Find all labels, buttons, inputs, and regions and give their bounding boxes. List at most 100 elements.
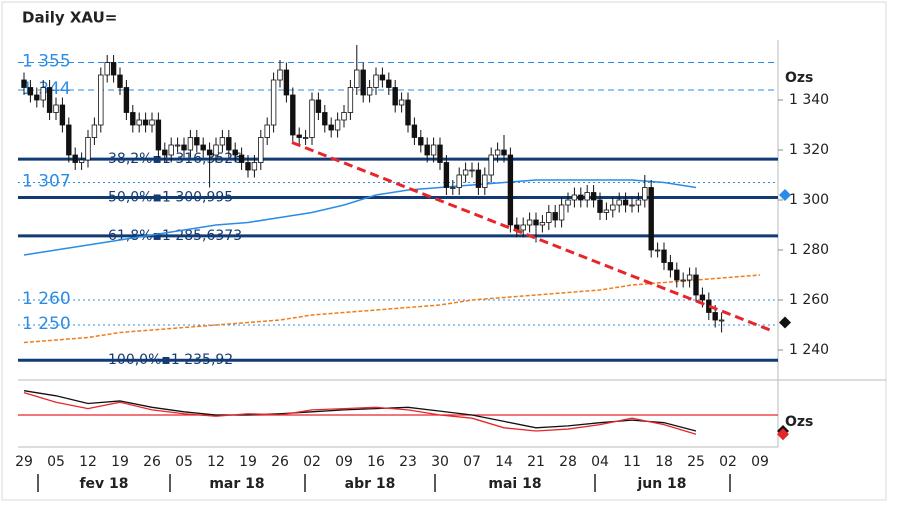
candle-body [130,112,136,126]
level-label: 38,2%▪1 316,3526 [108,151,242,167]
candle-body [469,169,475,172]
candle-body [648,187,654,251]
candle-body [610,204,616,211]
candle-body [584,192,590,201]
candle-body [494,149,501,156]
frame [1,1,887,501]
x-tick-label: 14 [495,454,513,470]
x-tick-label: 30 [431,454,449,470]
candle-body [162,149,168,156]
x-tick-label: 21 [527,454,545,470]
candle-body [686,274,693,281]
candle-body [226,137,232,151]
candle-body [206,149,213,156]
candle-body [462,169,469,176]
month-label: abr 18 [345,476,396,492]
y-tick-label: 1 260 [789,292,829,308]
x-tick-label: 07 [463,454,481,470]
candle-body [565,199,571,206]
x-tick-label: 29 [15,454,33,470]
candle-body [136,119,142,126]
candle-body [155,119,162,151]
candle-body [219,137,226,146]
candle-body [680,279,686,282]
candle-body [181,144,187,151]
level-label: 1 250 [22,314,71,334]
candle-body [232,149,238,156]
candle-body [379,74,386,81]
candle-body [373,74,379,88]
candle-body [72,154,78,163]
candle-body [53,104,59,113]
x-tick-label: 05 [175,454,193,470]
candle-body [552,212,558,221]
candle-body [187,137,194,151]
price-marker [779,189,791,201]
candle-body [539,222,546,226]
moving-average [23,179,697,256]
candle-body [386,79,392,88]
candle-body [629,204,635,207]
x-tick-label: 19 [239,454,257,470]
candle-body [635,199,642,206]
level-label: 1 344 [22,79,71,99]
x-tick-label: 19 [111,454,129,470]
candle-body [322,112,328,126]
oscillator-line [23,391,697,435]
candle-body [443,162,450,188]
candle-body [533,219,539,226]
candle-body [622,199,629,206]
y-tick-label: 1 320 [789,142,829,158]
candle-body [699,294,706,301]
candle-body [616,199,622,206]
candle-body [501,149,507,156]
candle-body [200,144,206,151]
x-tick-label: 18 [655,454,673,470]
candle-body [392,87,398,106]
candle-body [520,224,526,231]
candle-body [488,154,494,176]
candle-body [674,269,680,281]
candle-body [117,74,123,88]
candle-body [194,137,200,146]
moving-average [23,274,761,344]
candle-body [302,137,309,139]
month-label: fev 18 [79,476,128,492]
y-tick-label: 1 340 [789,92,829,108]
x-tick-label: 05 [47,454,65,470]
candle-body [475,169,482,188]
x-tick-label: 28 [559,454,577,470]
candle-body [149,119,155,126]
candle-body [168,144,174,156]
candle-body [597,199,603,213]
candle-body [360,69,366,96]
candle-body [46,87,53,113]
candle-body [482,174,488,188]
candle-body [142,119,149,126]
x-tick-label: 23 [399,454,417,470]
candle-body [296,134,302,138]
candle-body [334,119,341,131]
candle-body [245,162,251,171]
month-label: jun 18 [636,476,686,492]
x-tick-label: 25 [687,454,705,470]
x-tick-label: 12 [207,454,225,470]
candle-body [251,162,258,171]
level-label: 1 355 [22,52,71,72]
candle-body [59,104,66,126]
trendline [291,141,771,332]
x-tick-label: 04 [591,454,609,470]
x-tick-label: 11 [623,454,641,470]
candle-body [238,154,245,163]
candle-body [424,144,430,156]
candle-body [430,144,437,156]
month-separators [37,474,731,492]
oscillator-title: Ozs [785,414,813,430]
x-tick-label: 02 [303,454,321,470]
candle-body [328,124,334,131]
candle-body [104,62,110,76]
candle-body [123,87,130,113]
candle-body [437,144,443,163]
level-label: 1 307 [22,172,71,192]
candle-body [309,99,315,138]
